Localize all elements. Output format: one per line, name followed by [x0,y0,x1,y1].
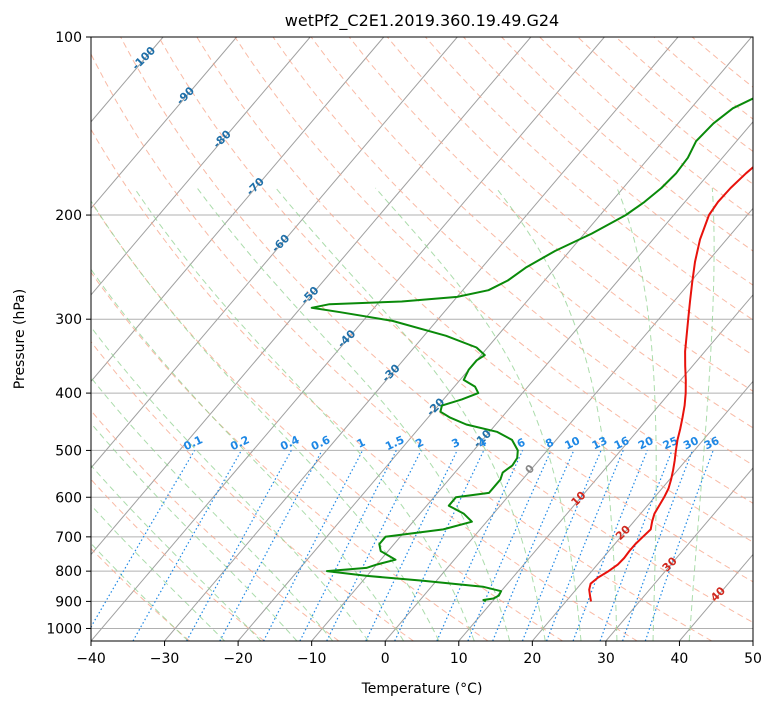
x-tick-label: 30 [597,651,615,667]
dry-adiabat-line [91,478,265,641]
x-tick-label: 50 [744,651,762,667]
isotherm-line [91,37,605,641]
dry-adiabat-line [91,128,638,641]
mixing-ratio-label: 30 [681,434,701,452]
dry-adiabat-line [310,37,753,429]
moist-adiabat-line [133,187,475,641]
moist-adiabat-line [616,187,657,641]
mixing-ratio-line [622,450,694,641]
dry-adiabat-line [272,37,753,466]
mixing-ratio-label: 10 [563,434,583,452]
x-tick-label: −30 [150,651,180,667]
isotherm-line [91,37,385,383]
mixing-ratio-line [599,450,673,641]
mixing-ratio-line [186,450,292,641]
x-tick-label: 20 [523,651,541,667]
y-tick-label: 100 [55,30,82,46]
mixing-ratio-line [299,450,397,641]
y-axis-ticks: 100 200 300 400 500 600 700 800 900 1000 [46,30,91,637]
x-tick-label: −10 [297,651,327,667]
x-tick-label: 10 [450,651,468,667]
moist-adiabat-line [91,422,298,641]
y-tick-label: 800 [55,564,82,580]
isotherm-line [531,380,753,641]
moist-adiabat-line [275,187,546,641]
x-tick-label: 40 [671,651,689,667]
dry-adiabat-line [386,37,753,356]
mixing-ratio-line [546,450,624,641]
dry-adiabat-line [91,271,489,641]
mixing-ratio-label: 36 [702,434,722,452]
mixing-ratio-line [492,450,575,641]
moist-adiabat-line [91,326,369,641]
y-tick-label: 600 [55,490,82,506]
y-tick-label: 900 [55,594,82,610]
moist-adiabat-line [91,464,262,641]
y-tick-label: 700 [55,530,82,546]
y-tick-label: 400 [55,386,82,402]
moist-adiabat-line [495,187,618,641]
mixing-ratio-line [572,450,648,641]
moist-adiabat-line [91,268,405,641]
isotherm-line [91,37,311,296]
moist-adiabat-line [91,504,225,641]
chart-title: wetPf2_C2E1.2019.360.19.49.G24 [285,11,559,31]
mixing-ratio-line [521,450,602,641]
isotherm-line [237,37,752,641]
mixing-ratio-line [467,450,552,641]
isotherm-line [91,37,532,556]
y-tick-label: 500 [55,443,82,459]
mixing-ratio-line [132,450,242,641]
isotherm-line [458,294,753,641]
moist-adiabat-line [688,187,715,641]
background-lines [91,37,753,641]
mixing-ratio-line [219,450,323,641]
y-axis-label: Pressure (hPa) [12,289,28,389]
dry-adiabat-line [196,37,753,543]
x-tick-label: 0 [381,651,390,667]
plot-frame [90,36,754,642]
x-axis-ticks: −40 −30 −20 −10 0 10 20 30 40 50 [76,641,762,667]
y-tick-label: 1000 [46,621,82,637]
moist-adiabat-line [91,542,189,641]
temperature-profile-line [588,166,753,602]
dry-adiabat-line [91,547,191,641]
dry-adiabat-line [91,340,414,641]
x-tick-label: −20 [223,651,253,667]
mixing-ratio-line [644,450,714,641]
mixing-ratio-line [326,450,422,641]
dry-adiabat-line [348,37,753,392]
moist-adiabat-line [91,200,440,641]
profiles [310,97,753,603]
mixing-ratio-label: 13 [590,434,609,452]
y-tick-label: 300 [55,312,82,328]
dry-adiabat-line [158,37,753,583]
dry-adiabat-line [91,52,713,641]
isotherm-line [91,37,238,210]
y-tick-label: 200 [55,208,82,224]
mixing-ratio-label: 16 [612,434,632,452]
isotherm-line [605,467,753,641]
moist-adiabat-line [91,376,334,641]
dry-adiabat-line [120,37,753,624]
dewpoint-profile-line [310,97,753,603]
mixing-ratio-line [436,450,524,641]
mixing-ratio-label: 20 [636,434,656,452]
x-tick-label: −40 [76,651,106,667]
x-axis-label: Temperature (°C) [361,681,483,697]
isotherm-line [384,207,753,641]
isotherm-line [311,121,753,641]
dry-adiabat-line [234,37,753,504]
isotherm-line [164,37,679,641]
moist-adiabat-line [375,187,582,641]
isotherm-line [91,37,458,469]
